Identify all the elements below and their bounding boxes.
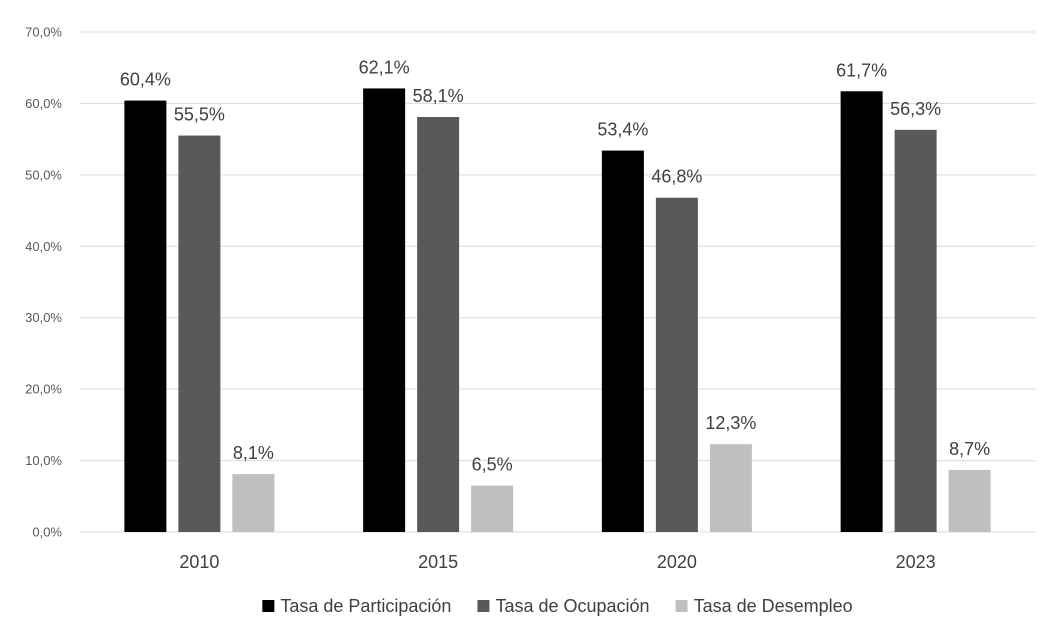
legend-swatch [675,600,688,612]
bar [471,485,514,532]
data-label: 58,1% [413,86,464,106]
bar [178,135,221,533]
legend-label: Tasa de Ocupación [495,596,649,616]
gridlines [80,31,1035,533]
bar [124,100,167,533]
legend-label: Tasa de Desempleo [694,596,853,616]
data-label: 8,1% [233,443,274,463]
y-tick-label: 0,0% [32,525,62,540]
bar [363,88,406,532]
legend-label: Tasa de Participación [280,596,451,616]
data-label: 46,8% [651,167,702,187]
bar [655,197,698,532]
data-label: 12,3% [705,413,756,433]
bar [948,469,991,532]
y-tick-label: 30,0% [25,310,62,325]
x-tick-label: 2023 [896,552,936,572]
y-tick-label: 70,0% [25,25,62,40]
bar [601,150,644,533]
legend-swatch [477,600,490,612]
data-label: 62,1% [359,57,410,77]
bar [417,117,460,532]
x-tick-label: 2015 [418,552,458,572]
legend: Tasa de Participación Tasa de Ocupación Ta… [262,596,853,616]
y-axis-tick-labels: 0,0% 10,0% 20,0% 30,0% 40,0% 50,0% 60,0% 70,0% [25,25,62,540]
y-tick-label: 20,0% [25,382,62,397]
bars [124,88,991,533]
data-labels: 60,4%55,5% 8,1% 62,1%58,1% 6,5% 53,4% 46,8% 12… [120,57,990,474]
y-tick-label: 40,0% [25,239,62,254]
data-label: 61,7% [836,60,887,80]
x-axis-category-labels: 2010 2015 2020 2023 [179,552,935,572]
data-label: 53,4% [597,120,648,140]
data-label: 60,4% [120,70,171,90]
data-label: 6,5% [472,455,513,475]
x-tick-label: 2020 [657,552,697,572]
legend-swatch [262,600,275,612]
y-tick-label: 50,0% [25,167,62,182]
bar [840,91,883,533]
y-tick-label: 10,0% [25,453,62,468]
x-tick-label: 2010 [179,552,219,572]
data-label: 56,3% [890,99,941,119]
data-label: 8,7% [949,439,990,459]
data-label: 55,5% [174,105,225,125]
y-tick-label: 60,0% [25,96,62,111]
bar [894,129,937,532]
bar [709,444,752,532]
bar [232,474,275,532]
